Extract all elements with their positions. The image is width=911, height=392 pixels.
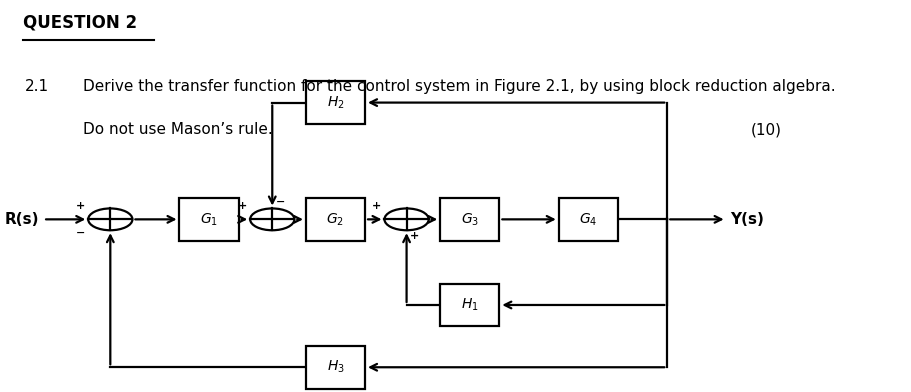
Text: 2.1: 2.1: [25, 79, 49, 94]
Text: (10): (10): [750, 122, 781, 137]
Circle shape: [88, 209, 132, 230]
FancyBboxPatch shape: [440, 283, 499, 327]
FancyBboxPatch shape: [305, 346, 364, 388]
Text: +: +: [409, 231, 418, 241]
FancyBboxPatch shape: [305, 81, 364, 124]
Text: $G_4$: $G_4$: [578, 211, 597, 227]
Text: $H_1$: $H_1$: [460, 297, 478, 313]
Text: +: +: [372, 201, 381, 211]
Text: QUESTION 2: QUESTION 2: [24, 13, 138, 31]
Text: Derive the transfer function for the control system in Figure 2.1, by using bloc: Derive the transfer function for the con…: [83, 79, 834, 94]
Text: +: +: [76, 201, 85, 211]
Text: $H_3$: $H_3$: [326, 359, 344, 376]
Text: −: −: [76, 228, 85, 238]
Text: R(s): R(s): [5, 212, 39, 227]
Text: $G_3$: $G_3$: [460, 211, 478, 227]
FancyBboxPatch shape: [305, 198, 364, 241]
Text: $G_1$: $G_1$: [200, 211, 218, 227]
Text: Do not use Mason’s rule.: Do not use Mason’s rule.: [83, 122, 272, 137]
Circle shape: [384, 209, 428, 230]
Text: +: +: [238, 201, 247, 211]
Text: $G_2$: $G_2$: [326, 211, 344, 227]
Circle shape: [250, 209, 294, 230]
Text: Y(s): Y(s): [730, 212, 763, 227]
Text: $H_2$: $H_2$: [326, 94, 344, 111]
FancyBboxPatch shape: [558, 198, 618, 241]
Text: −: −: [275, 197, 284, 207]
FancyBboxPatch shape: [440, 198, 499, 241]
FancyBboxPatch shape: [179, 198, 239, 241]
